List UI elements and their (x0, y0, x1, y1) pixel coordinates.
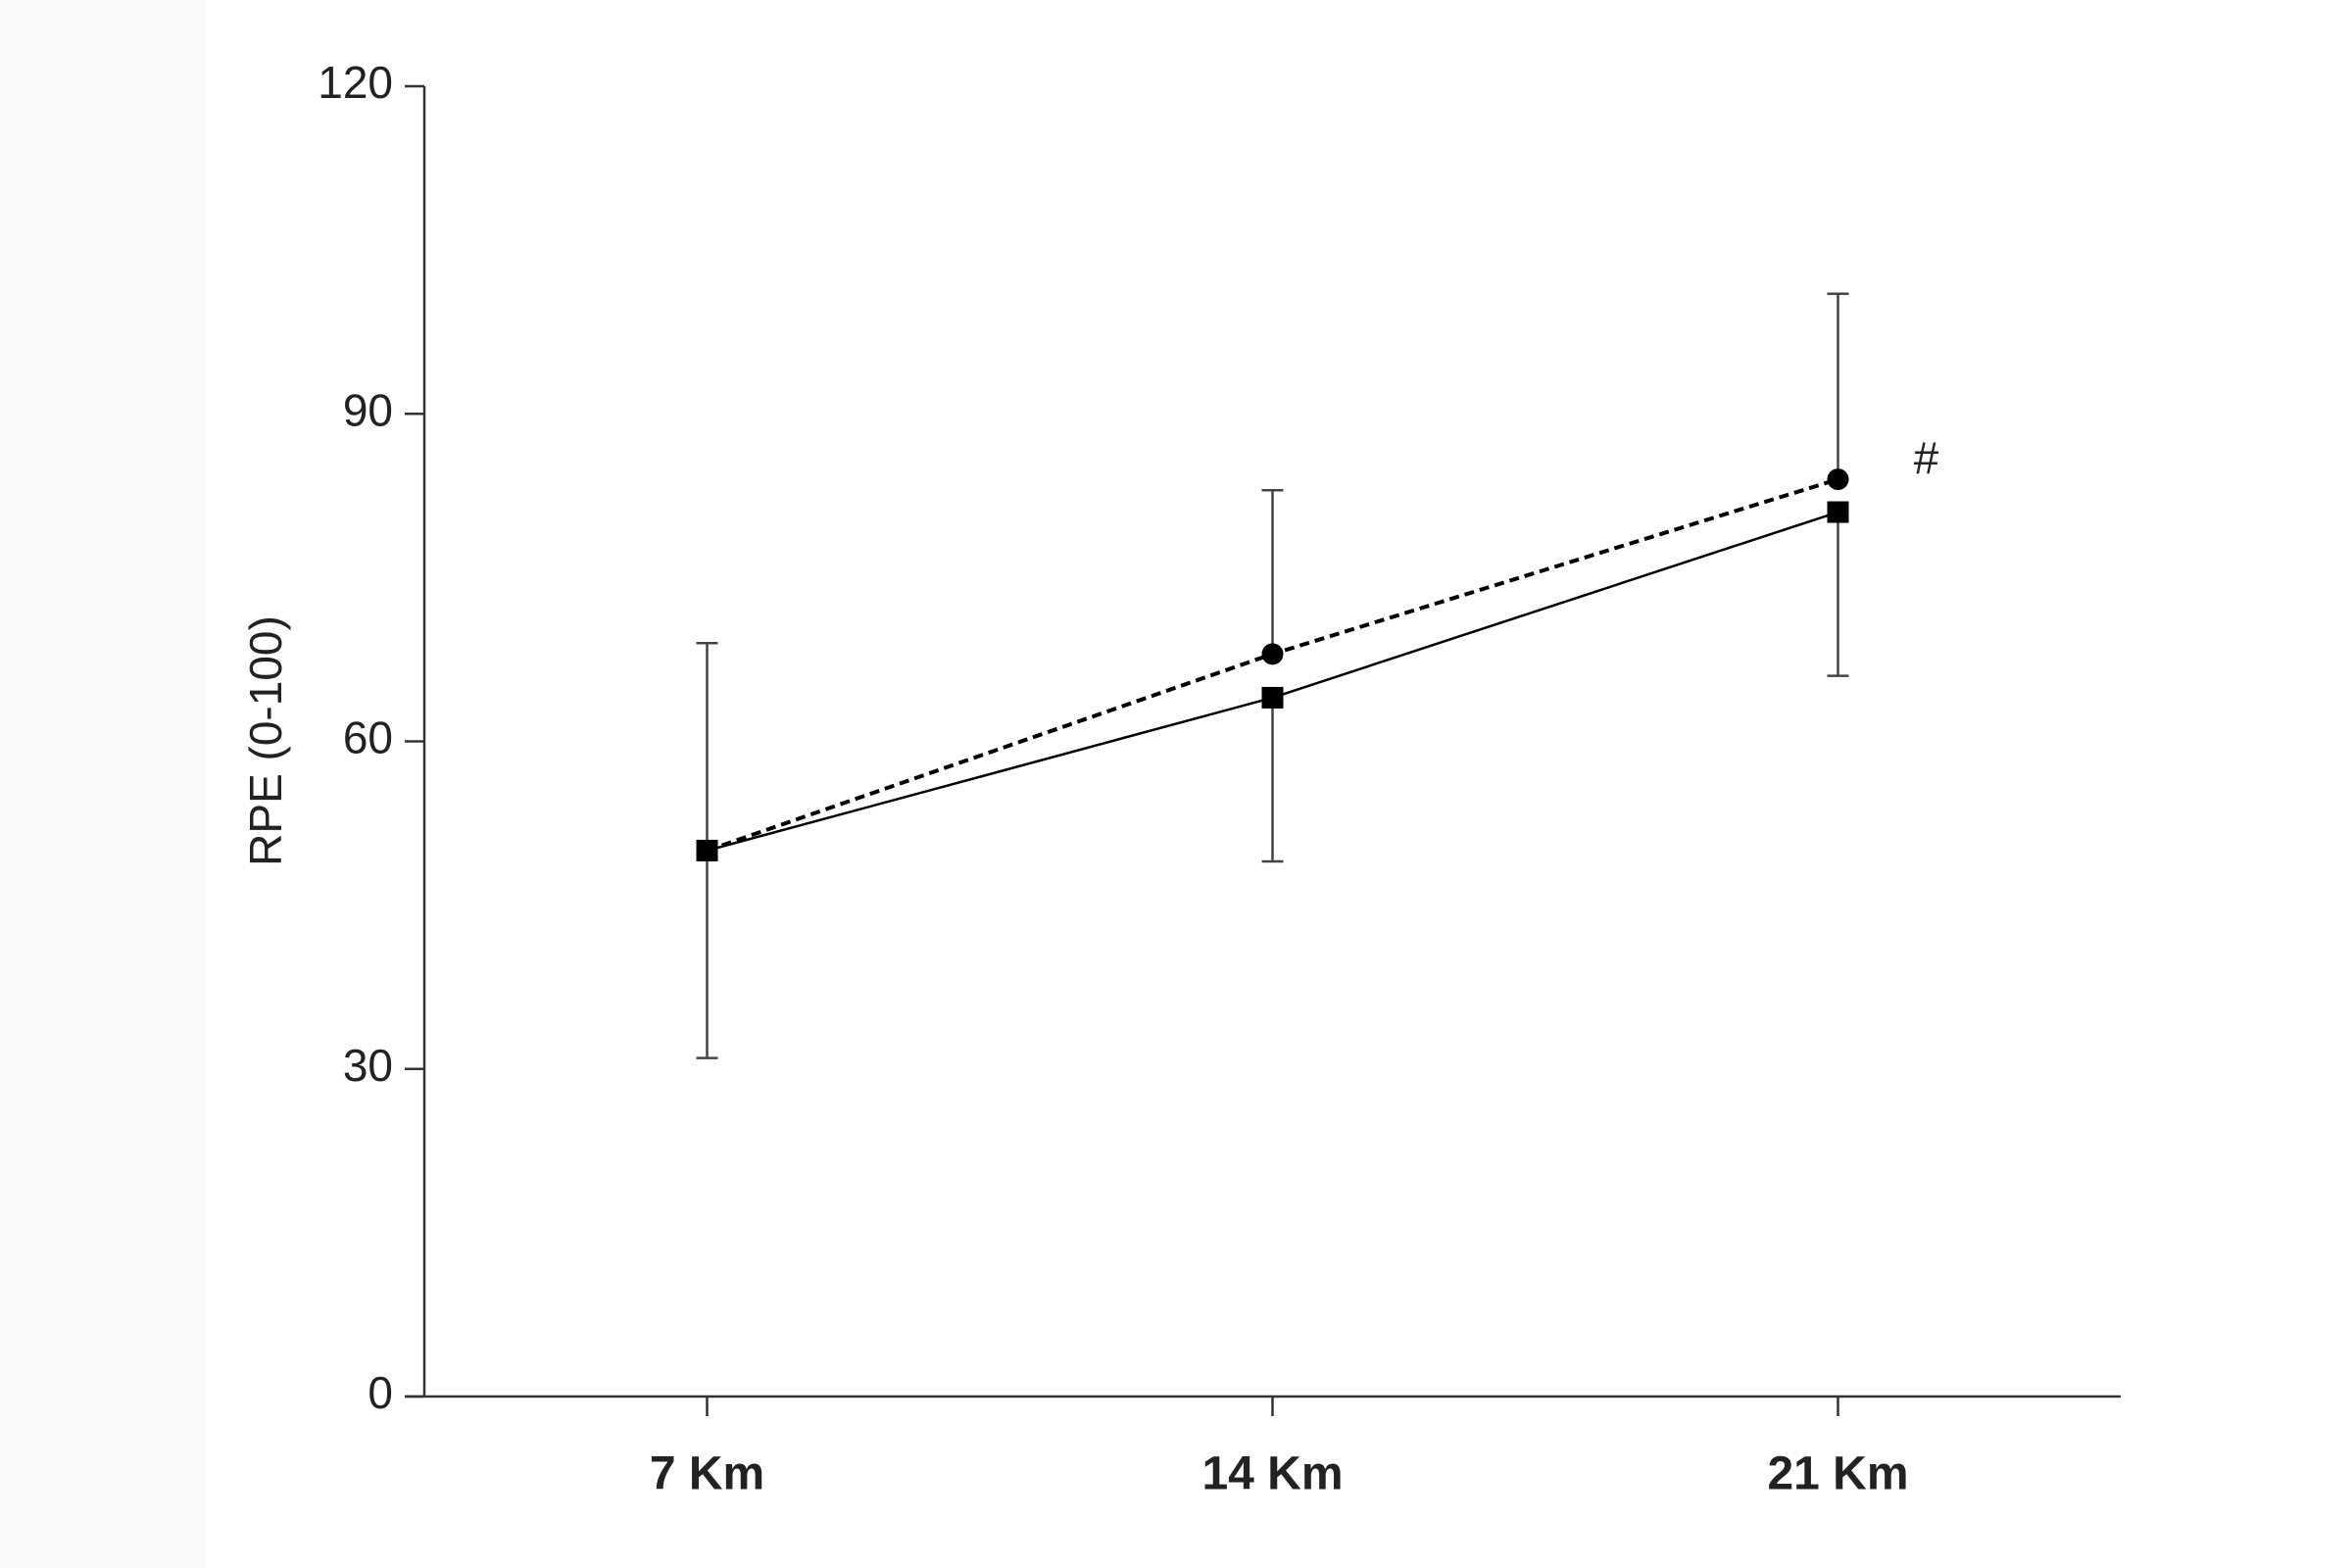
x-tick-label: 14 Km (1201, 1448, 1343, 1500)
y-tick-label: 60 (343, 712, 393, 763)
y-tick-label: 30 (343, 1040, 393, 1091)
margin (0, 0, 206, 1568)
marker (1261, 686, 1284, 709)
marker (1827, 468, 1849, 491)
marker (696, 839, 718, 861)
x-tick-label: 21 Km (1767, 1448, 1908, 1500)
y-tick-label: 120 (318, 57, 393, 108)
marker (1827, 501, 1849, 523)
y-tick-label: 0 (368, 1367, 393, 1418)
marker (1261, 643, 1284, 665)
y-axis-label: RPE (0-100) (240, 615, 291, 866)
y-tick-label: 90 (343, 384, 393, 435)
annotation: # (1914, 432, 1939, 483)
x-tick-label: 7 Km (650, 1448, 764, 1500)
